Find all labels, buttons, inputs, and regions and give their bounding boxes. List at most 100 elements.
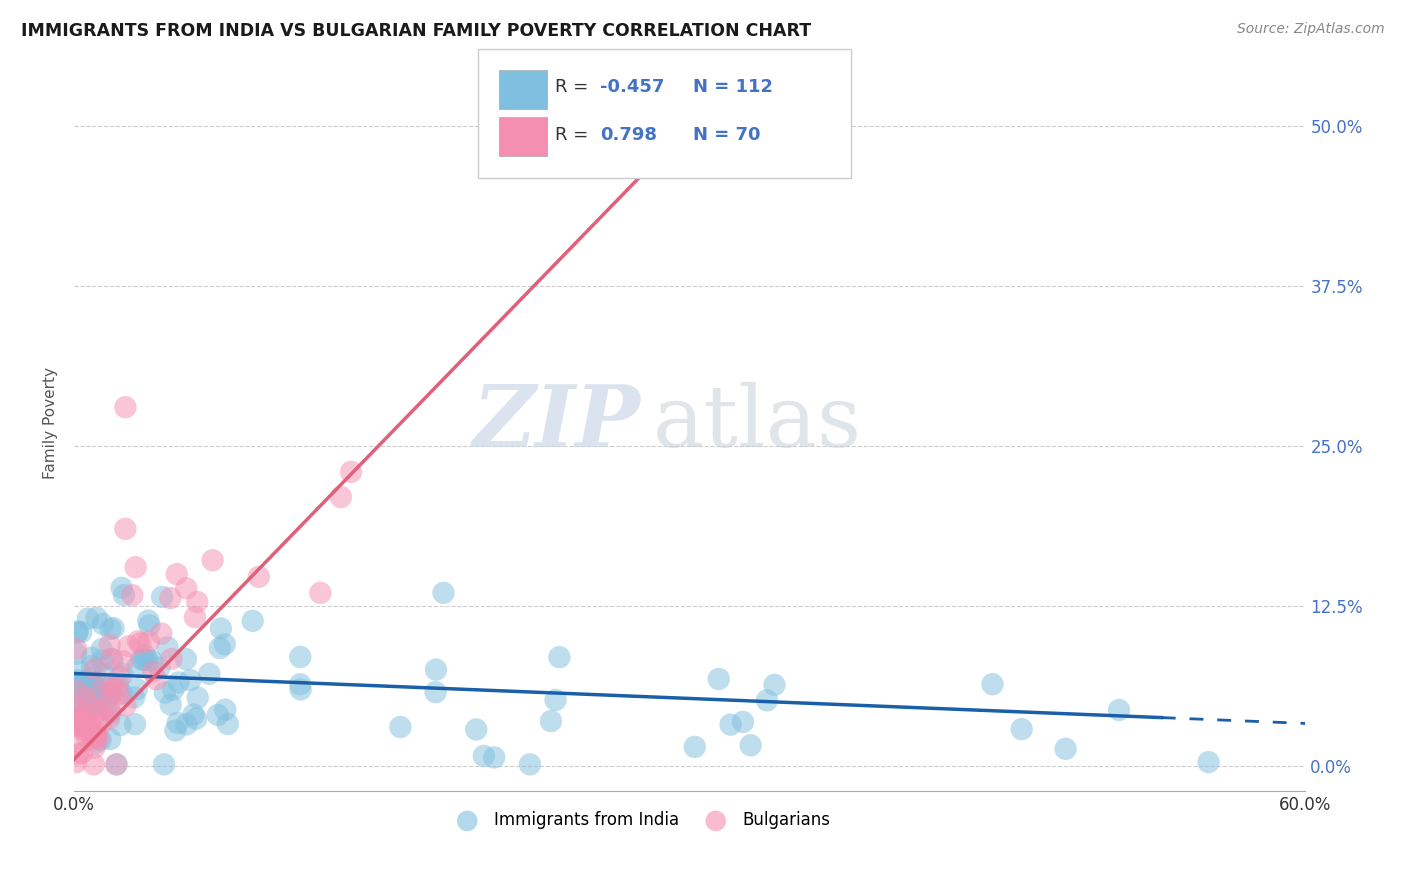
Point — [98, 706, 121, 720]
Point — [73, 715, 96, 730]
Point — [118, 640, 141, 654]
Point — [110, 718, 132, 732]
Point — [70, 746, 93, 760]
Point — [82, 731, 104, 746]
Text: IMMIGRANTS FROM INDIA VS BULGARIAN FAMILY POVERTY CORRELATION CHART: IMMIGRANTS FROM INDIA VS BULGARIAN FAMIL… — [21, 22, 811, 40]
Point — [67, 709, 90, 723]
Point — [167, 675, 190, 690]
Point — [740, 738, 762, 752]
Point — [82, 677, 104, 691]
Point — [100, 622, 122, 636]
Point — [69, 703, 91, 717]
Point — [159, 591, 181, 605]
Point — [82, 682, 104, 697]
Point — [114, 698, 136, 713]
Point — [142, 665, 165, 679]
Point — [208, 641, 231, 656]
Point — [80, 720, 103, 734]
Point — [124, 560, 146, 574]
Point — [107, 678, 129, 692]
Point — [93, 667, 115, 681]
Point — [131, 652, 153, 666]
Point — [136, 614, 159, 628]
Point — [129, 636, 152, 650]
Point — [77, 718, 100, 732]
Point — [112, 588, 135, 602]
Point — [290, 677, 312, 691]
Point — [87, 686, 110, 700]
Point — [198, 666, 221, 681]
Point — [217, 717, 239, 731]
Text: 0.798: 0.798 — [600, 126, 658, 144]
Point — [134, 648, 156, 663]
Point — [70, 625, 93, 640]
Point — [731, 714, 754, 729]
Point — [111, 667, 134, 681]
Point — [105, 681, 128, 695]
Point — [100, 679, 122, 693]
Point — [548, 650, 571, 665]
Point — [65, 720, 87, 734]
Point — [65, 685, 87, 699]
Point — [83, 691, 105, 706]
Point — [1054, 741, 1077, 756]
Point — [389, 720, 412, 734]
Point — [156, 640, 179, 655]
Point — [763, 678, 786, 692]
Point — [97, 712, 120, 726]
Point — [103, 621, 125, 635]
Point — [209, 622, 232, 636]
Point — [176, 717, 198, 731]
Point — [145, 672, 167, 686]
Legend: Immigrants from India, Bulgarians: Immigrants from India, Bulgarians — [444, 805, 837, 836]
Point — [80, 699, 103, 714]
Point — [67, 684, 90, 698]
Point — [84, 675, 107, 690]
Point — [90, 716, 112, 731]
Point — [72, 676, 94, 690]
Point — [98, 732, 121, 747]
Point — [679, 138, 702, 153]
Point — [720, 717, 742, 731]
Point — [214, 703, 236, 717]
Text: R =: R = — [555, 126, 595, 144]
Point — [165, 723, 187, 738]
Point — [86, 725, 108, 739]
Point — [166, 567, 188, 582]
Text: N = 70: N = 70 — [693, 126, 761, 144]
Y-axis label: Family Poverty: Family Poverty — [44, 368, 58, 479]
Point — [174, 652, 197, 666]
Point — [111, 686, 134, 700]
Point — [83, 728, 105, 742]
Point — [755, 693, 778, 707]
Point — [76, 729, 98, 743]
Point — [150, 626, 173, 640]
Point — [122, 690, 145, 705]
Point — [80, 726, 103, 740]
Point — [187, 690, 209, 705]
Point — [148, 660, 170, 674]
Point — [114, 401, 136, 415]
Point — [77, 693, 100, 707]
Point — [124, 717, 146, 731]
Text: R =: R = — [555, 78, 595, 96]
Point — [86, 611, 108, 625]
Point — [84, 700, 107, 714]
Point — [87, 731, 110, 746]
Point — [69, 736, 91, 750]
Point — [540, 714, 562, 728]
Point — [183, 707, 205, 722]
Point — [114, 522, 136, 536]
Point — [105, 757, 128, 772]
Point — [1011, 722, 1033, 736]
Point — [97, 681, 120, 696]
Point — [90, 683, 112, 698]
Point — [247, 570, 270, 584]
Point — [100, 651, 122, 665]
Point — [73, 723, 96, 737]
Point — [65, 714, 87, 728]
Point — [482, 750, 505, 764]
Point — [127, 634, 149, 648]
Point — [127, 659, 149, 673]
Point — [1198, 755, 1220, 769]
